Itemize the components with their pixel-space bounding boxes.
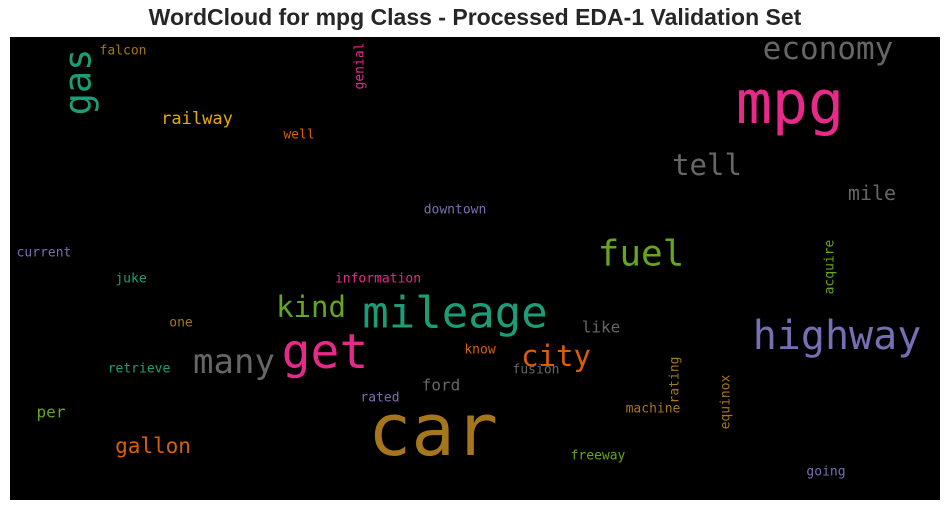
word-mile: mile (848, 181, 896, 205)
word-per: per (37, 403, 66, 422)
word-juke: juke (115, 272, 146, 287)
word-going: going (806, 465, 845, 480)
word-economy: economy (763, 37, 894, 67)
word-many: many (193, 342, 275, 382)
wordcloud-panel: car mpg get mileage highway many fuel economy ga… (10, 37, 940, 500)
word-acquire: acquire (823, 239, 838, 294)
word-ford: ford (422, 376, 461, 395)
word-one: one (169, 316, 193, 331)
word-gas: gas (57, 49, 100, 116)
word-downtown: downtown (424, 203, 487, 218)
word-freeway: freeway (571, 449, 626, 464)
word-know: know (464, 343, 495, 358)
word-retrieve: retrieve (108, 362, 171, 377)
word-falcon: falcon (100, 44, 147, 59)
word-railway: railway (161, 109, 233, 129)
word-current: current (17, 246, 72, 261)
word-highway: highway (753, 313, 922, 359)
word-like: like (582, 318, 621, 337)
word-tell: tell (672, 148, 742, 182)
word-fuel: fuel (598, 234, 685, 275)
word-gallon: gallon (115, 434, 191, 458)
word-equinox: equinox (719, 374, 734, 429)
word-mpg: mpg (736, 68, 844, 138)
chart-title: WordCloud for mpg Class - Processed EDA-… (148, 4, 802, 30)
word-genial: genial (353, 43, 368, 90)
word-information: information (335, 272, 421, 287)
word-machine: machine (626, 402, 681, 417)
word-get: get (282, 324, 369, 380)
word-fusion: fusion (513, 363, 560, 378)
word-car: car (368, 388, 498, 472)
word-rated: rated (360, 391, 399, 406)
word-kind: kind (276, 290, 346, 324)
wordcloud-background (10, 37, 940, 500)
word-rating: rating (668, 357, 683, 404)
word-city: city (521, 339, 591, 373)
word-mileage: mileage (362, 288, 547, 339)
word-well: well (283, 128, 314, 143)
